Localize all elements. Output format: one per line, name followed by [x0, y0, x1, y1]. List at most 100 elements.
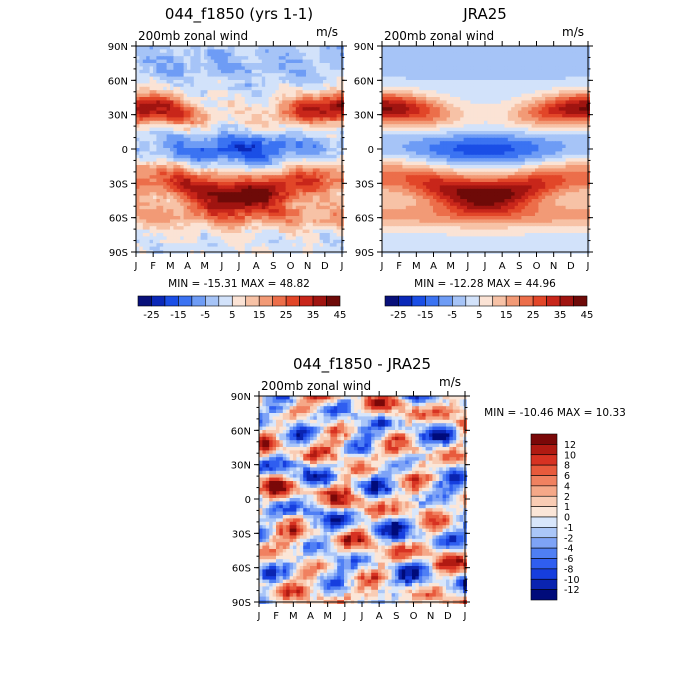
heat-cell: [272, 151, 276, 156]
heat-cell: [299, 148, 304, 152]
heat-cell: [326, 76, 331, 81]
heat-cell: [545, 90, 550, 95]
heat-cell: [149, 148, 154, 152]
heat-cell: [166, 226, 171, 231]
heat-cell: [244, 73, 249, 78]
heat-cell: [477, 90, 482, 95]
heat-cell: [187, 154, 191, 159]
heat-cell: [244, 114, 249, 118]
heat-cell: [319, 90, 324, 95]
heat-cell: [204, 205, 208, 210]
heat-cell: [227, 209, 232, 214]
heat-cell: [241, 100, 246, 105]
heat-cell: [306, 100, 310, 105]
heat-cell: [278, 93, 283, 98]
heat-cell: [258, 114, 263, 118]
heat-cell: [326, 154, 331, 159]
heat-cell: [241, 114, 246, 118]
heat-cell: [439, 100, 444, 105]
heat-cell: [142, 202, 147, 207]
heat-cell: [173, 168, 178, 173]
heat-cell: [268, 110, 273, 115]
heat-cell: [416, 49, 420, 54]
heat-cell: [528, 86, 533, 91]
heat-cell: [312, 226, 317, 231]
panel-2: [377, 41, 593, 257]
heat-cell: [156, 219, 161, 224]
heat-cell: [251, 212, 256, 217]
heat-cell: [285, 158, 290, 163]
heat-cell: [173, 86, 178, 91]
heat-cell: [538, 80, 543, 84]
heat-cell: [295, 168, 300, 173]
heat-cell: [319, 73, 324, 78]
heat-cell: [139, 148, 144, 152]
heat-cell: [200, 192, 205, 197]
heat-cell: [142, 131, 147, 135]
heat-cell: [402, 100, 407, 105]
heat-cell: [295, 212, 300, 217]
heat-cell: [480, 97, 485, 101]
heat-cell: [159, 171, 164, 176]
heat-cell: [248, 63, 253, 67]
heat-cell: [511, 69, 516, 74]
heat-cell: [173, 171, 178, 176]
heat-cell: [289, 131, 293, 135]
heat-cell: [565, 83, 570, 88]
heat-cell: [261, 239, 266, 244]
heat-cell: [490, 76, 495, 81]
heat-cell: [514, 52, 519, 57]
heat-cell: [323, 86, 327, 91]
heat-cell: [244, 168, 249, 173]
panel-1: [131, 41, 347, 257]
heat-cell: [289, 73, 293, 78]
heat-cell: [323, 100, 327, 105]
heat-cell: [153, 178, 157, 183]
heat-cell: [409, 76, 414, 81]
heat-cell: [156, 131, 161, 135]
heat-cell: [214, 188, 219, 193]
heat-cell: [399, 46, 403, 50]
heat-cell: [207, 216, 212, 220]
heat-cell: [336, 202, 341, 207]
heat-cell: [295, 117, 300, 122]
heat-cell: [272, 219, 276, 224]
heat-cell: [241, 205, 246, 210]
heat-cell: [265, 185, 270, 190]
heat-cell: [336, 52, 341, 57]
heat-cell: [295, 243, 300, 248]
heat-cell: [139, 46, 144, 50]
heat-cell: [579, 52, 584, 57]
heat-cell: [497, 59, 502, 64]
heat-cell: [299, 236, 304, 241]
heat-cell: [419, 69, 424, 74]
heat-cell: [392, 107, 397, 112]
heat-cell: [323, 134, 327, 139]
heat-cell: [395, 73, 400, 78]
heat-cell: [494, 97, 499, 101]
heat-cell: [153, 168, 157, 173]
heat-cell: [504, 46, 509, 50]
heat-cell: [329, 239, 334, 244]
heat-cell: [200, 243, 205, 248]
heat-cell: [187, 83, 191, 88]
heat-cell: [187, 131, 191, 135]
heat-cell: [289, 97, 293, 101]
heat-cell: [473, 63, 478, 67]
heat-cell: [504, 103, 509, 108]
heat-cell: [316, 80, 321, 84]
heat-cell: [258, 66, 263, 71]
heat-cell: [234, 56, 239, 61]
heat-cell: [149, 239, 154, 244]
heat-cell: [200, 120, 205, 125]
heat-cell: [142, 114, 147, 118]
heat-cell: [487, 46, 492, 50]
heat-cell: [329, 219, 334, 224]
heat-cell: [306, 175, 310, 180]
heat-cell: [163, 154, 168, 159]
heat-cell: [323, 171, 327, 176]
heat-cell: [470, 52, 475, 57]
heat-cell: [244, 131, 249, 135]
heat-cell: [224, 185, 229, 190]
heat-cell: [572, 66, 577, 71]
